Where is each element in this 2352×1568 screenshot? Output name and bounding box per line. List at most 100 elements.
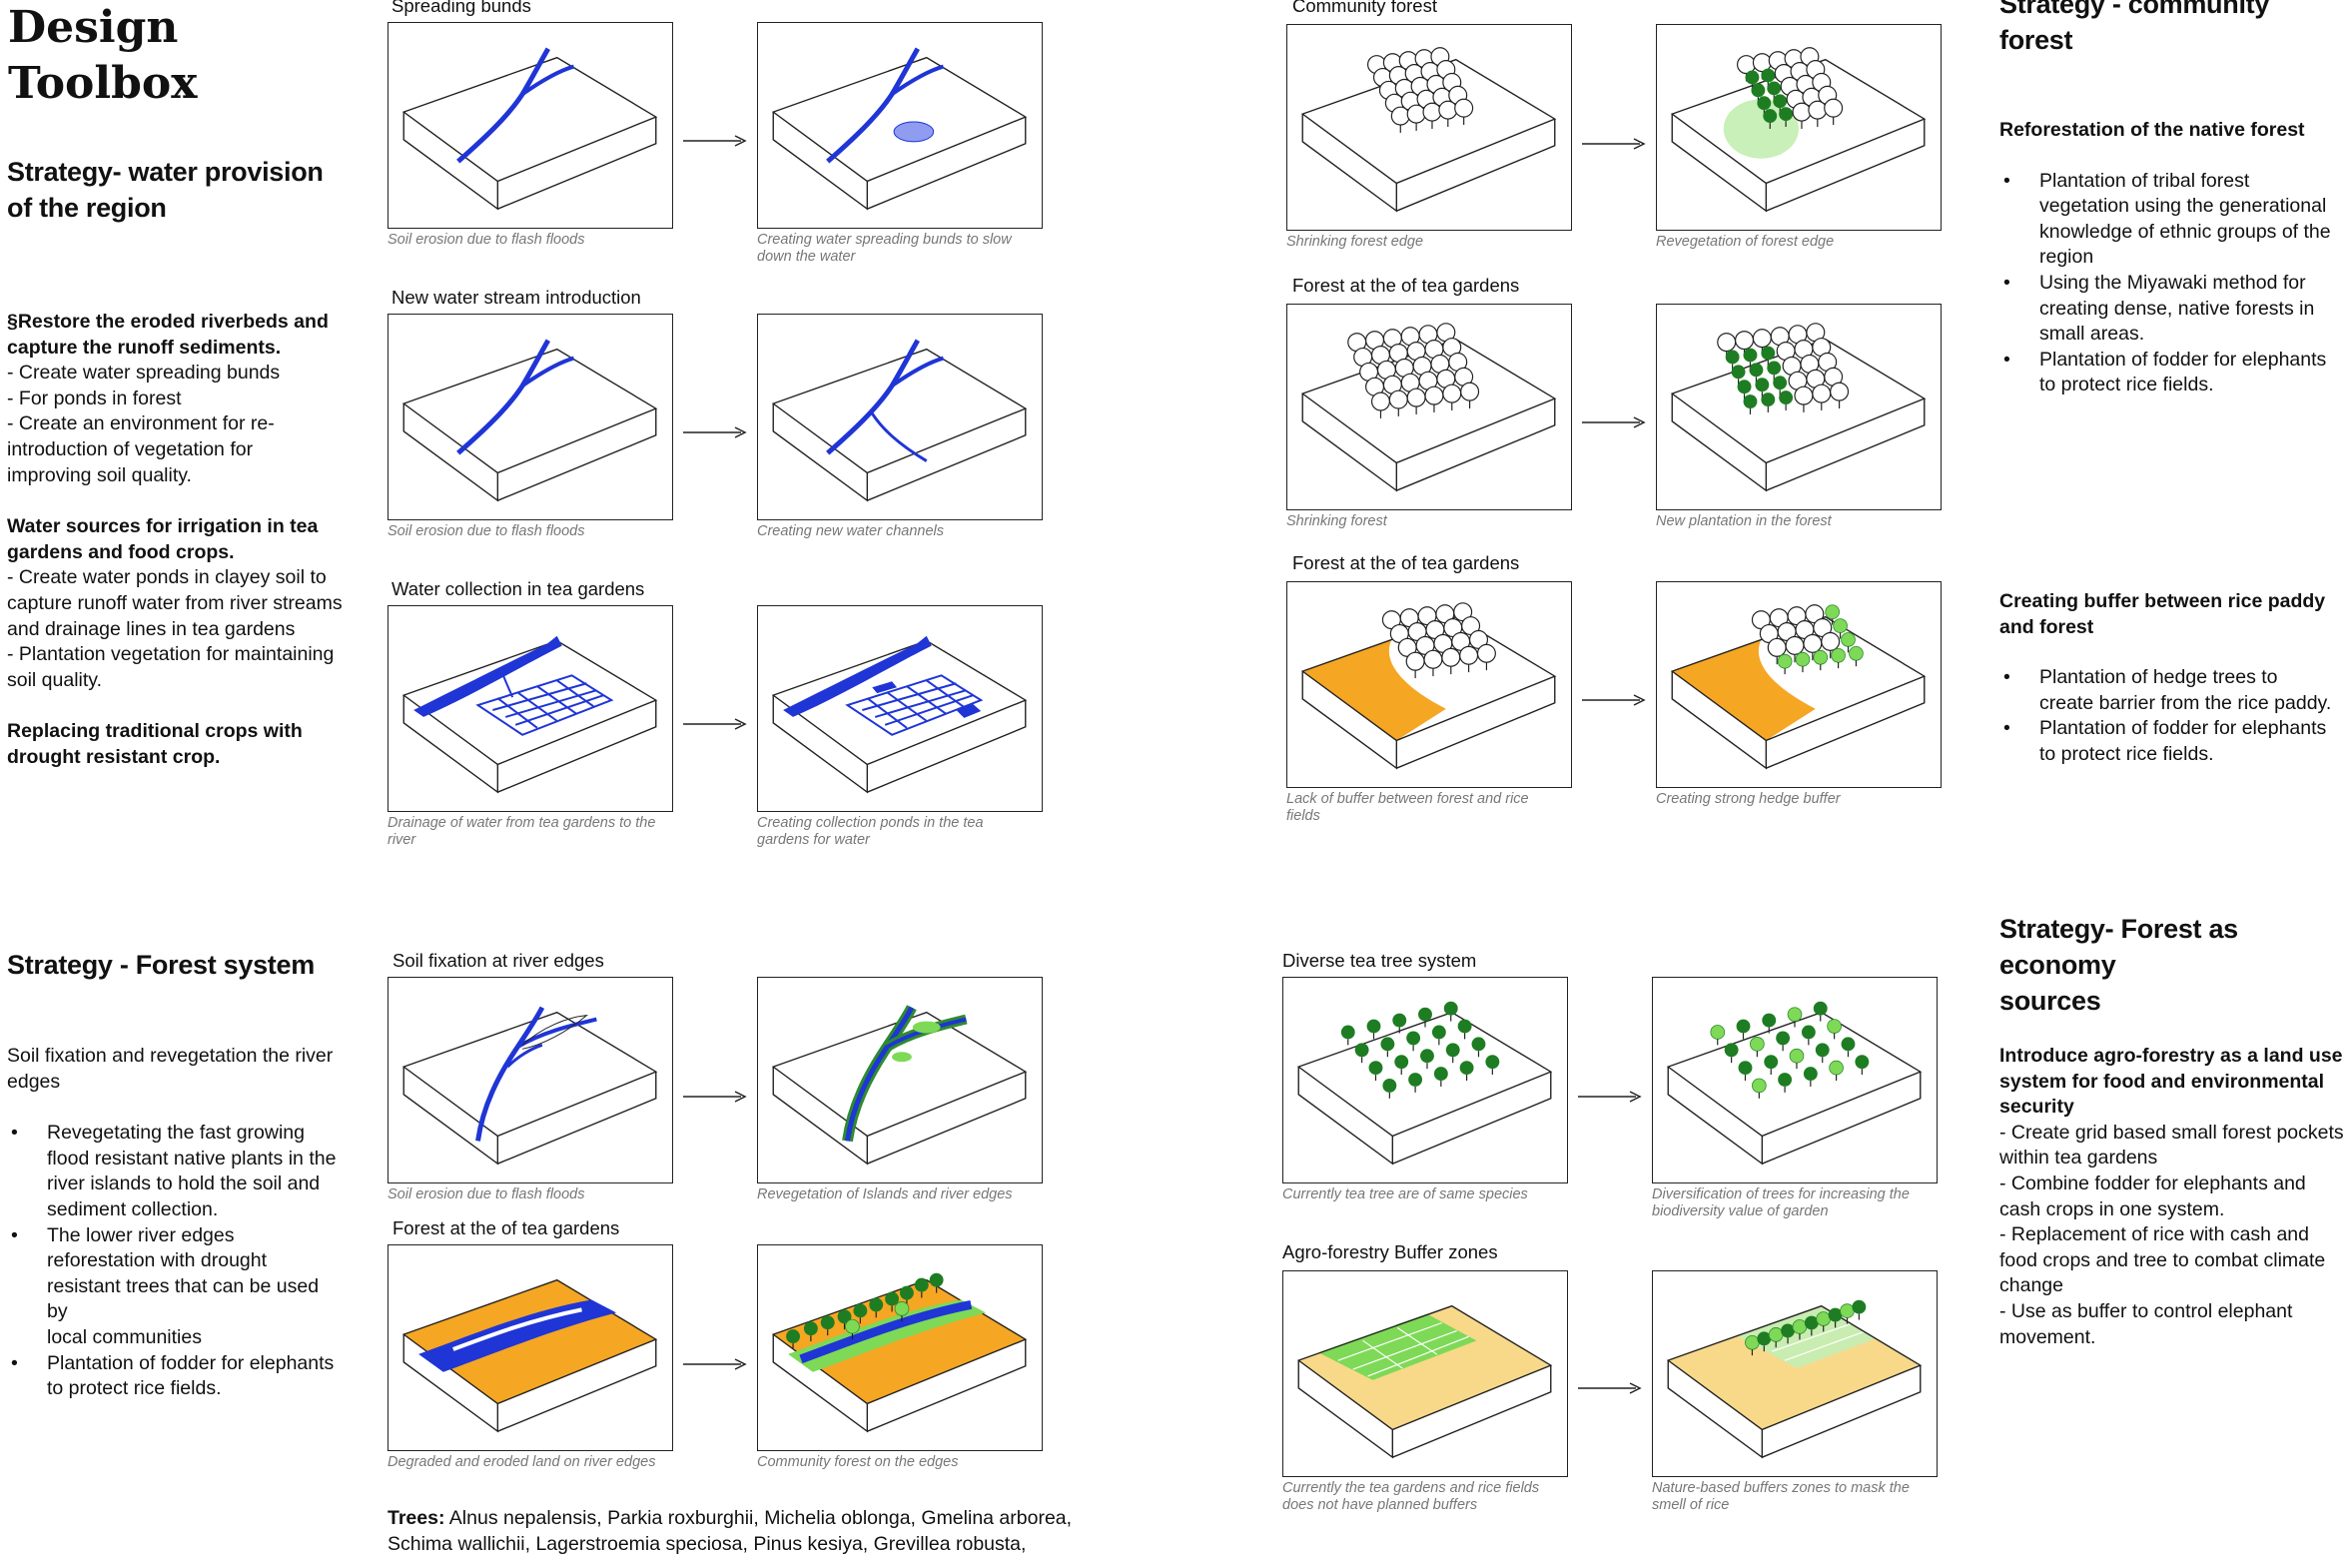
arrow-icon — [1582, 138, 1645, 150]
tree-icon — [1775, 1030, 1791, 1052]
arrow-icon — [1582, 416, 1645, 428]
tree-icon — [1423, 649, 1443, 677]
water-para-2-title: Water sources for irrigation in tea garde… — [7, 515, 319, 563]
spreading-bunds-caption-b: Creating water spreading bunds to slow do… — [757, 232, 1012, 265]
tree-icon — [1354, 1042, 1370, 1064]
diverse-tea-label: Diverse tea tree system — [1282, 950, 1477, 971]
economy-heading: Strategy- Forest as economy sources — [1999, 914, 2238, 1016]
forest-tea-label-2: Forest at the of tea gardens — [1292, 552, 1520, 573]
tree-icon — [1454, 98, 1474, 126]
new-stream-caption-a: Soil erosion due to flash floods — [388, 523, 585, 539]
tree-icon — [1824, 98, 1844, 126]
tree-icon — [1390, 106, 1410, 134]
tree-icon — [1851, 1299, 1867, 1321]
new-stream-label: New water stream introduction — [392, 287, 641, 308]
tree-icon — [1803, 1066, 1819, 1088]
community-forest-caption-a: Shrinking forest edge — [1286, 234, 1424, 250]
tree-icon — [1794, 386, 1814, 413]
tree-icon — [1388, 390, 1408, 417]
community-forest-caption-b: Revegetation of forest edge — [1656, 234, 1835, 250]
new-plantation-image — [1656, 304, 1942, 510]
spreading-bunds-after-image — [757, 22, 1043, 229]
economy-text: Introduce agro-forestry as a land use sys… — [1999, 1044, 2349, 1350]
arrow-icon — [1578, 1382, 1641, 1394]
terrain-block — [1297, 1011, 1552, 1165]
page-title: Design Toolbox — [8, 2, 198, 109]
tree-icon — [1459, 645, 1479, 673]
tree-icon — [1761, 1013, 1777, 1035]
arrow-icon — [1578, 1382, 1641, 1394]
tree-icon — [1808, 100, 1828, 128]
tree-icon — [1813, 1001, 1829, 1023]
arrow-icon — [683, 135, 746, 147]
soil-fixation-caption-b: Revegetation of Islands and river edges — [757, 1186, 1013, 1202]
tree-icon — [1393, 1054, 1409, 1076]
water-strategy-text: §Restore the eroded riverbeds and capture… — [7, 310, 347, 771]
tree-icon — [1457, 1018, 1473, 1040]
soil-fixation-caption-a: Soil erosion due to flash floods — [388, 1186, 585, 1202]
tree-icon — [1848, 645, 1864, 667]
forest-river-caption-b: Community forest on the edges — [757, 1454, 959, 1470]
agroforestry-subheading: Introduce agro-forestry as a land use sys… — [1999, 1045, 2343, 1119]
tree-icon — [1854, 1054, 1870, 1076]
agroforestry-label: Agro-forestry Buffer zones — [1282, 1241, 1498, 1262]
tree-icon — [1778, 390, 1794, 411]
tree-icon — [1749, 1036, 1765, 1058]
water-collection-before-image — [388, 605, 673, 812]
tree-icon — [1831, 647, 1847, 669]
water-collection-label: Water collection in tea gardens — [392, 578, 645, 599]
tree-icon — [1777, 653, 1793, 675]
shrinking-forest-caption: Shrinking forest — [1286, 513, 1387, 529]
tree-icon — [1438, 100, 1458, 128]
reforestation-subheading: Reforestation of the native forest — [1999, 119, 2305, 141]
terrain-block — [772, 639, 1027, 793]
tree-icon — [1737, 1060, 1754, 1082]
tree-icon — [1795, 651, 1811, 673]
tea-same-species-caption: Currently tea tree are of same species — [1282, 1186, 1528, 1202]
tree-icon — [1827, 1018, 1843, 1040]
water-collection-caption-b: Creating collection ponds in the tea gard… — [757, 815, 984, 848]
tree-icon — [1813, 649, 1829, 671]
tree-icon — [1424, 386, 1444, 413]
forest-river-caption-a: Degraded and eroded land on river edges — [388, 1454, 656, 1470]
new-plantation-caption: New plantation in the forest — [1656, 513, 1832, 529]
tree-icon — [1789, 1048, 1805, 1070]
tea-diversified-caption: Diversification of trees for increasing … — [1652, 1186, 1910, 1219]
tree-icon — [1391, 1013, 1407, 1035]
agroforestry-lines: - Create grid based small forest pockets… — [1999, 1121, 2344, 1348]
tree-icon — [1406, 388, 1426, 415]
terrain-block — [1667, 1011, 1922, 1165]
tree-icon — [1830, 382, 1850, 409]
community-forest-text: Reforestation of the native forest Plant… — [1999, 118, 2349, 398]
tree-icon — [1431, 1024, 1447, 1046]
soil-fixation-after-image — [757, 977, 1043, 1183]
tree-icon — [1735, 1018, 1752, 1040]
forest-system-text: Soil fixation and revegetation the river… — [7, 1044, 342, 1402]
arrow-icon — [1578, 1091, 1641, 1103]
new-stream-before-image — [388, 314, 673, 520]
tree-icon — [1777, 1072, 1793, 1094]
arrow-icon — [1582, 138, 1645, 150]
tree-icon — [1442, 384, 1462, 411]
tree-icon — [1370, 392, 1390, 419]
water-para-1-lines: - Create water spreading bunds - For pond… — [7, 362, 281, 486]
community-forest-before-image — [1286, 24, 1572, 231]
arrow-icon — [683, 1358, 746, 1370]
arrow-icon — [1578, 1091, 1641, 1103]
tree-icon — [1443, 1001, 1459, 1023]
terrain-block — [402, 639, 657, 793]
arrow-icon — [683, 426, 746, 438]
tree-icon — [1459, 1060, 1475, 1082]
water-collection-caption-a: Drainage of water from tea gardens to th… — [388, 815, 656, 848]
water-para-2-lines: - Create water ponds in clayey soil to ca… — [7, 566, 343, 691]
tree-icon — [1405, 1030, 1421, 1052]
tree-icon — [1419, 1048, 1435, 1070]
tree-icon — [1445, 1042, 1461, 1064]
no-buffer-caption: Currently the tea gardens and rice field… — [1282, 1480, 1540, 1513]
buffer-subheading: Creating buffer between rice paddy and fo… — [1999, 590, 2326, 638]
tree-icon — [1365, 1018, 1382, 1040]
